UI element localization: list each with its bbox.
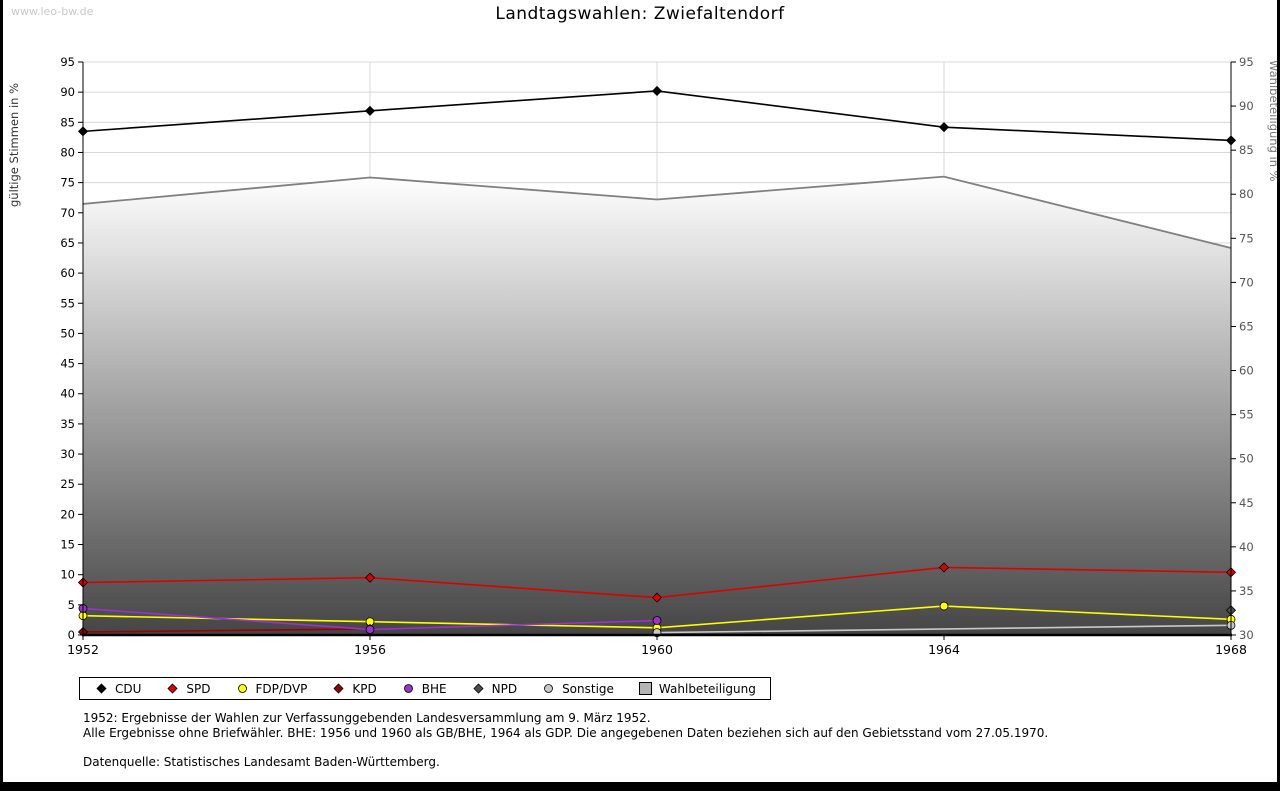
svg-text:90: 90 — [60, 85, 75, 99]
svg-text:70: 70 — [1239, 275, 1254, 289]
svg-text:65: 65 — [60, 236, 75, 250]
legend-label: FDP/DVP — [255, 681, 308, 696]
svg-text:45: 45 — [1239, 496, 1254, 510]
svg-text:95: 95 — [60, 55, 75, 69]
svg-text:10: 10 — [60, 568, 75, 582]
wahlbeteiligung-marker-icon — [638, 682, 652, 695]
bhe-marker-icon — [403, 684, 413, 693]
svg-text:1960: 1960 — [641, 642, 673, 657]
cdu-marker-icon — [96, 683, 107, 694]
footnotes: 1952: Ergebnisse der Wahlen zur Verfassu… — [83, 711, 1048, 770]
legend-item-spd: SPD — [165, 681, 211, 696]
svg-text:50: 50 — [1239, 452, 1254, 466]
svg-text:30: 30 — [60, 447, 75, 461]
legend-label: CDU — [115, 681, 142, 696]
npd-marker-icon — [473, 683, 484, 694]
legend-item-fdp-dvp: FDP/DVP — [235, 681, 308, 696]
svg-text:30: 30 — [1239, 628, 1254, 642]
legend-label: NPD — [491, 681, 518, 696]
axis-labels: 0 5 10 15 20 25 30 35 40 45 50 55 60 65 70 75 80 85 90 95 30… — [7, 55, 1280, 657]
left-axis-title: gültige Stimmen in % — [7, 83, 21, 207]
footnote-line-2: Alle Ergebnisse ohne Briefwähler. BHE: 1… — [83, 726, 1049, 740]
svg-text:85: 85 — [1239, 143, 1254, 157]
legend-label: Wahlbeteiligung — [658, 681, 756, 696]
kpd-marker-icon — [333, 683, 344, 694]
svg-text:50: 50 — [60, 326, 75, 340]
svg-text:45: 45 — [60, 357, 75, 371]
legend-item-cdu: CDU — [94, 681, 141, 696]
svg-text:1964: 1964 — [928, 642, 960, 657]
svg-text:0: 0 — [68, 628, 75, 642]
svg-text:85: 85 — [60, 115, 75, 129]
svg-text:75: 75 — [1239, 231, 1254, 245]
series-Wahlbeteiligung — [82, 175, 1232, 635]
svg-text:75: 75 — [60, 176, 75, 190]
svg-text:60: 60 — [60, 266, 75, 280]
svg-text:5: 5 — [68, 598, 75, 612]
legend-label: BHE — [421, 681, 447, 696]
svg-text:1952: 1952 — [67, 642, 99, 657]
source-note: Datenquelle: Statistisches Landesamt Bad… — [83, 755, 440, 769]
spd-marker-icon — [167, 683, 178, 694]
footnote-line-1: 1952: Ergebnisse der Wahlen zur Verfassu… — [83, 711, 651, 725]
svg-text:55: 55 — [1239, 408, 1254, 422]
svg-text:60: 60 — [1239, 364, 1254, 378]
svg-text:35: 35 — [1239, 584, 1254, 598]
svg-text:90: 90 — [1239, 99, 1254, 113]
svg-text:70: 70 — [60, 206, 75, 220]
axes — [78, 61, 1236, 640]
election-line-chart: 0 5 10 15 20 25 30 35 40 45 50 55 60 65 70 75 80 85 90 95 30… — [7, 55, 1280, 657]
svg-text:55: 55 — [60, 296, 75, 310]
legend-item-sonstige: Sonstige — [541, 681, 614, 696]
watermark: www.leo-bw.de — [11, 5, 94, 18]
svg-text:35: 35 — [60, 417, 75, 431]
svg-text:80: 80 — [1239, 187, 1254, 201]
legend: CDU SPD FDP/DVP KPD BHE NPD Sonstige Wahlbeteil… — [79, 677, 771, 700]
svg-text:40: 40 — [60, 387, 75, 401]
svg-text:40: 40 — [1239, 540, 1254, 554]
svg-text:25: 25 — [60, 477, 75, 491]
legend-item-wahlbeteiligung: Wahlbeteiligung — [638, 681, 756, 696]
legend-item-kpd: KPD — [331, 681, 377, 696]
legend-item-bhe: BHE — [401, 681, 447, 696]
svg-text:80: 80 — [60, 145, 75, 159]
legend-item-npd: NPD — [471, 681, 517, 696]
page-title: Landtagswahlen: Zwiefaltendorf — [495, 4, 785, 24]
legend-label: Sonstige — [562, 681, 614, 696]
legend-label: KPD — [352, 681, 377, 696]
fdp-dvp-marker-icon — [237, 684, 247, 693]
right-axis-title: Wahlbeteiligung in % — [1267, 60, 1280, 182]
svg-text:1956: 1956 — [354, 642, 386, 657]
svg-text:1968: 1968 — [1215, 642, 1247, 657]
sonstige-marker-icon — [544, 684, 553, 693]
turnout-area — [83, 176, 1231, 635]
svg-text:65: 65 — [1239, 319, 1254, 333]
svg-text:15: 15 — [60, 538, 75, 552]
legend-label: SPD — [186, 681, 211, 696]
svg-text:20: 20 — [60, 507, 75, 521]
svg-text:95: 95 — [1239, 55, 1254, 69]
